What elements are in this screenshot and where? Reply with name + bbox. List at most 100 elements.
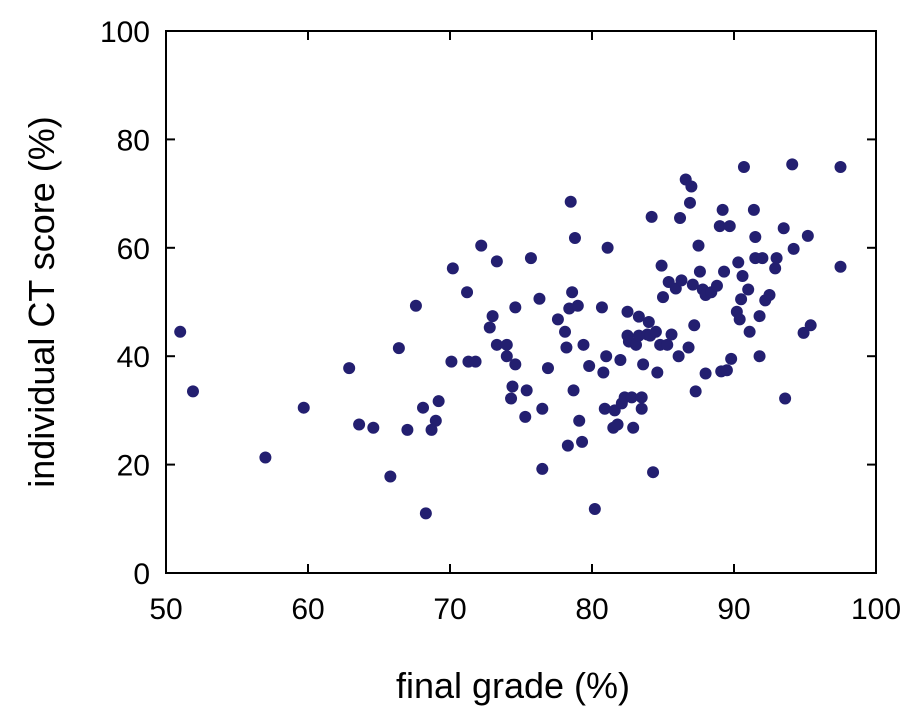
data-point <box>486 310 499 323</box>
data-point <box>743 325 756 338</box>
data-point <box>718 265 731 278</box>
data-point <box>756 252 769 265</box>
data-point <box>614 353 627 366</box>
data-point <box>749 230 762 243</box>
data-point <box>490 338 503 351</box>
data-point <box>621 305 634 318</box>
data-point <box>417 401 430 414</box>
data-point <box>573 414 586 427</box>
data-point <box>419 507 432 520</box>
y-tick-label: 100 <box>100 16 150 49</box>
data-point <box>505 392 518 405</box>
data-point <box>519 410 532 423</box>
data-point <box>551 313 564 326</box>
data-point <box>429 414 442 427</box>
y-tick-label: 20 <box>117 450 150 483</box>
data-point <box>735 293 748 306</box>
data-point <box>601 241 614 254</box>
data-point <box>576 435 589 448</box>
data-point <box>568 232 581 245</box>
y-tick-label: 0 <box>133 558 150 591</box>
data-point <box>560 341 573 354</box>
data-point <box>801 229 814 242</box>
data-point <box>425 423 438 436</box>
data-point <box>384 470 397 483</box>
data-point <box>753 350 766 363</box>
data-point <box>536 462 549 475</box>
data-point <box>524 252 537 265</box>
data-point <box>598 402 611 415</box>
data-point <box>689 385 702 398</box>
data-point <box>343 362 356 375</box>
data-point <box>657 291 669 304</box>
data-point <box>588 503 601 516</box>
x-tick-label: 100 <box>851 593 901 626</box>
data-point <box>786 158 799 171</box>
data-point <box>611 418 624 431</box>
data-point <box>583 359 596 372</box>
data-point <box>571 299 584 312</box>
data-point <box>566 286 579 299</box>
data-point <box>353 418 366 431</box>
data-point <box>367 421 380 434</box>
x-tick-label: 60 <box>291 593 324 626</box>
data-point <box>686 278 699 291</box>
data-point <box>483 321 496 334</box>
data-point <box>747 203 760 216</box>
data-point <box>661 338 674 351</box>
data-point <box>632 310 645 323</box>
data-points <box>174 158 847 520</box>
data-point <box>834 161 847 174</box>
data-point <box>461 286 474 299</box>
data-point <box>500 338 513 351</box>
data-point <box>645 210 658 223</box>
data-point <box>655 259 668 272</box>
data-point <box>401 423 414 436</box>
data-point <box>597 366 610 379</box>
x-tick-label: 80 <box>575 593 608 626</box>
data-point <box>627 421 640 434</box>
axis-tick-labels: 50 60 70 80 90 100 0 20 40 60 80 100 <box>100 16 901 626</box>
data-point <box>770 252 783 265</box>
data-point <box>716 203 729 216</box>
data-point <box>710 279 723 292</box>
data-point <box>665 328 678 341</box>
x-tick-label: 90 <box>717 593 750 626</box>
data-point <box>732 256 745 269</box>
data-point <box>682 341 695 354</box>
data-point <box>742 283 755 296</box>
data-point <box>259 451 272 464</box>
data-point <box>469 355 482 368</box>
data-point <box>577 338 590 351</box>
data-point <box>699 367 712 380</box>
data-point <box>561 439 574 452</box>
plot-frame <box>165 30 877 574</box>
data-point <box>506 380 519 393</box>
data-point <box>688 319 701 332</box>
data-point <box>779 392 792 405</box>
x-axis-label: final grade (%) <box>396 665 630 706</box>
x-tick-label: 50 <box>149 593 182 626</box>
data-point <box>763 288 776 301</box>
data-point <box>649 325 662 338</box>
y-axis-label: individual CT score (%) <box>21 116 62 487</box>
data-point <box>753 310 766 323</box>
data-point <box>834 260 847 273</box>
data-point <box>693 265 706 278</box>
data-point <box>692 239 705 252</box>
data-point <box>685 180 698 193</box>
data-point <box>500 350 513 363</box>
data-point <box>723 220 736 233</box>
data-point <box>297 401 310 414</box>
data-point <box>595 301 608 314</box>
data-point <box>635 391 648 404</box>
axis-ticks <box>165 30 877 574</box>
data-point <box>804 319 817 332</box>
data-point <box>733 313 746 326</box>
data-point <box>647 466 660 479</box>
data-point <box>725 352 738 365</box>
data-point <box>392 342 405 355</box>
data-point <box>736 269 749 282</box>
data-point <box>674 211 687 224</box>
